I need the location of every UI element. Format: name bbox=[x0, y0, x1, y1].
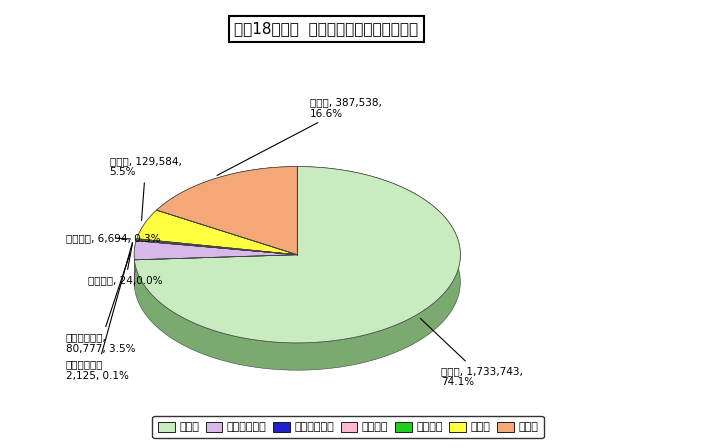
Text: 平成18年度末  汚水処理人口普及率の内訳: 平成18年度末 汚水処理人口普及率の内訳 bbox=[234, 22, 418, 37]
Polygon shape bbox=[136, 240, 297, 255]
Polygon shape bbox=[134, 167, 460, 343]
Text: 下水道, 1,733,743,
74.1%: 下水道, 1,733,743, 74.1% bbox=[420, 319, 523, 387]
Polygon shape bbox=[157, 167, 297, 255]
Polygon shape bbox=[137, 210, 297, 255]
Polygon shape bbox=[136, 240, 297, 255]
Text: 漁業集落排水
2,125, 0.1%: 漁業集落排水 2,125, 0.1% bbox=[66, 243, 132, 381]
Text: 簡易排水, 24,0.0%: 簡易排水, 24,0.0% bbox=[88, 243, 163, 285]
Polygon shape bbox=[134, 167, 460, 370]
Text: 未処理, 387,538,
16.6%: 未処理, 387,538, 16.6% bbox=[217, 97, 382, 176]
Polygon shape bbox=[134, 241, 136, 287]
Polygon shape bbox=[137, 210, 157, 266]
Text: 浄化槽, 129,584,
5.5%: 浄化槽, 129,584, 5.5% bbox=[109, 156, 181, 220]
Polygon shape bbox=[157, 167, 297, 237]
Text: 農業集落排水,
80,777, 3.5%: 農業集落排水, 80,777, 3.5% bbox=[66, 253, 135, 353]
Polygon shape bbox=[136, 239, 297, 255]
Polygon shape bbox=[134, 241, 297, 260]
Text: コミプラ, 6,694, 0.3%: コミプラ, 6,694, 0.3% bbox=[66, 233, 160, 243]
Legend: 下水道, 農業集落排水, 漁業集落排水, 簡易排水, コミプラ, 浄化槽, 未処理: 下水道, 農業集落排水, 漁業集落排水, 簡易排水, コミプラ, 浄化槽, 未処… bbox=[152, 416, 544, 438]
